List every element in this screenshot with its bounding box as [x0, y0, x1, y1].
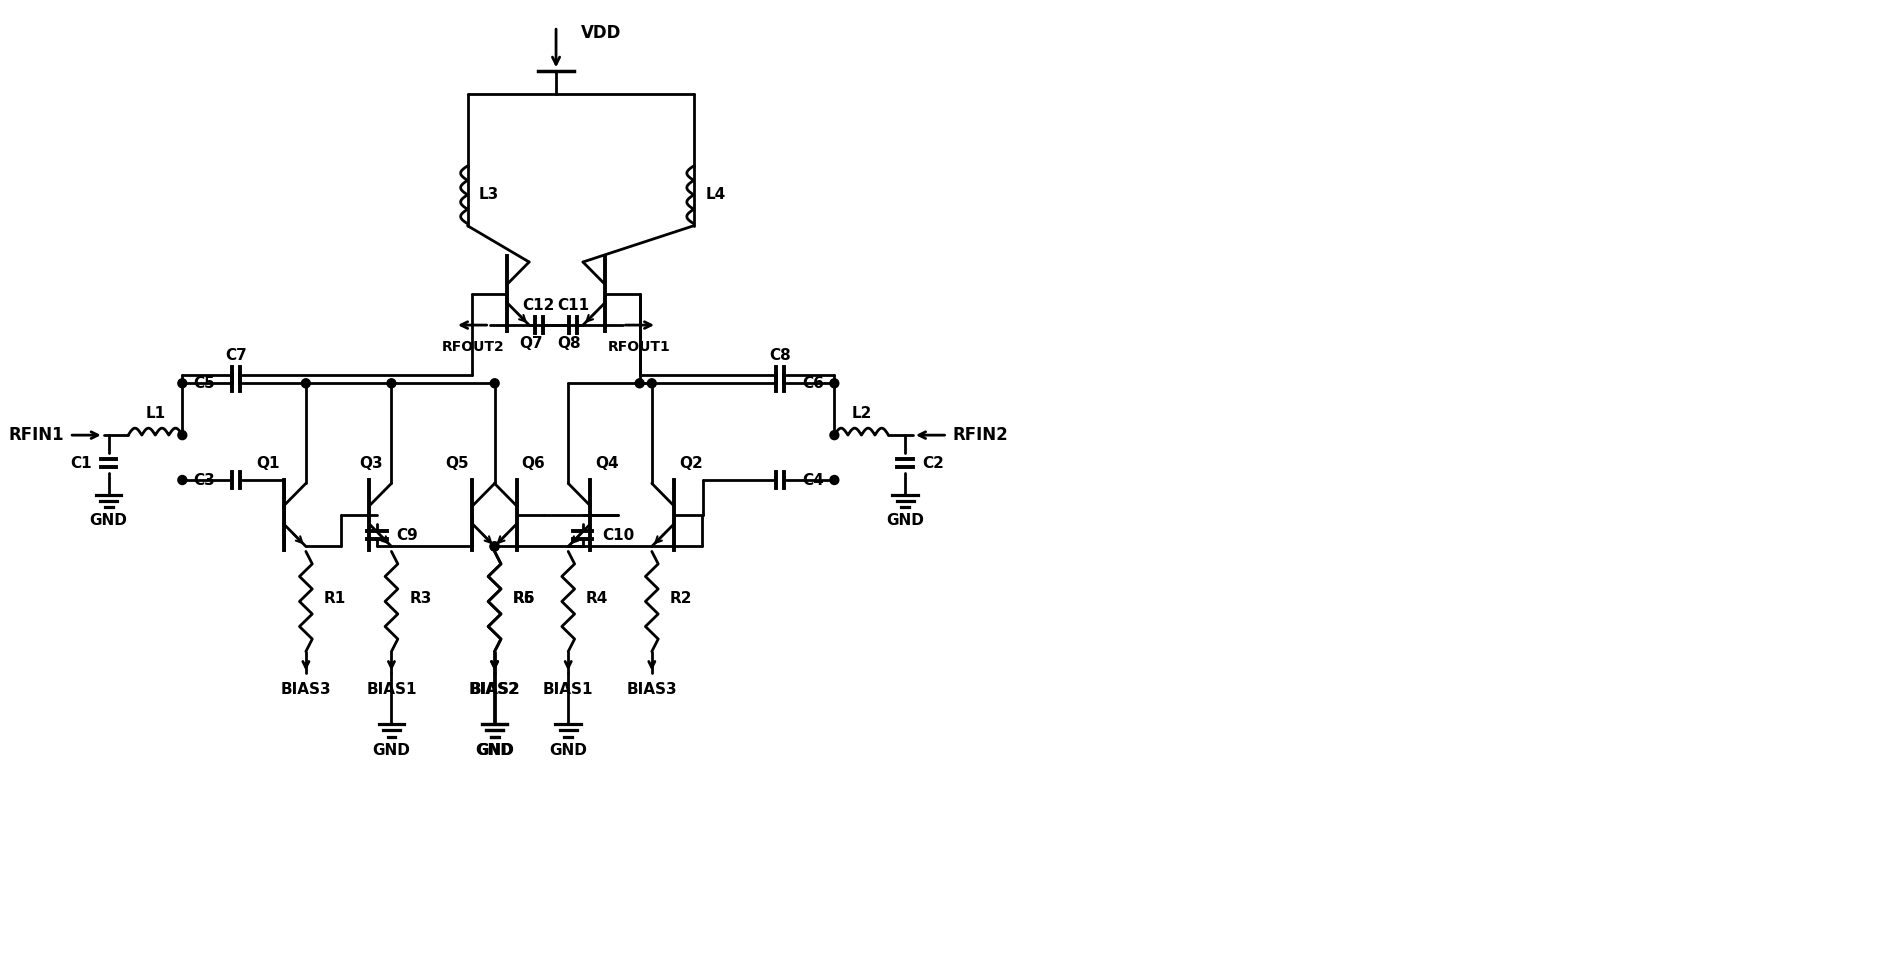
Circle shape [647, 379, 657, 388]
Text: C7: C7 [225, 347, 248, 363]
Text: L2: L2 [851, 405, 872, 421]
Text: GND: GND [475, 743, 513, 758]
Text: R6: R6 [513, 592, 535, 606]
Text: L3: L3 [479, 187, 499, 203]
Text: Q5: Q5 [445, 455, 469, 471]
Circle shape [831, 476, 838, 484]
Text: GND: GND [475, 743, 513, 758]
Circle shape [831, 430, 838, 440]
Circle shape [490, 542, 499, 551]
Circle shape [490, 379, 499, 388]
Text: Q8: Q8 [558, 336, 581, 350]
Text: GND: GND [549, 743, 587, 758]
Circle shape [490, 542, 499, 551]
Text: C11: C11 [558, 297, 590, 313]
Text: RFIN2: RFIN2 [952, 427, 1008, 444]
Text: C3: C3 [193, 473, 216, 487]
Text: R4: R4 [587, 592, 609, 606]
Text: C2: C2 [921, 455, 944, 471]
Text: R5: R5 [513, 592, 535, 606]
Text: RFIN1: RFIN1 [9, 427, 64, 444]
Text: VDD: VDD [581, 24, 621, 42]
Text: C1: C1 [70, 455, 93, 471]
Text: Q1: Q1 [255, 455, 280, 471]
Text: L1: L1 [146, 405, 165, 421]
Text: GND: GND [885, 513, 923, 529]
Text: RFOUT1: RFOUT1 [607, 340, 670, 354]
Circle shape [831, 379, 838, 388]
Text: BIAS1: BIAS1 [543, 682, 594, 697]
Circle shape [301, 379, 310, 388]
Text: C10: C10 [602, 528, 634, 542]
Text: Q7: Q7 [518, 336, 543, 350]
Text: C6: C6 [802, 375, 823, 391]
Text: BIAS3: BIAS3 [626, 682, 677, 697]
Text: BIAS2: BIAS2 [469, 682, 520, 697]
Text: Q6: Q6 [522, 455, 545, 471]
Text: C4: C4 [802, 473, 823, 487]
Text: GND: GND [373, 743, 411, 758]
Circle shape [178, 379, 187, 388]
Text: C8: C8 [770, 347, 791, 363]
Text: Q4: Q4 [596, 455, 619, 471]
Circle shape [388, 379, 395, 388]
Circle shape [178, 430, 187, 440]
Text: BIAS3: BIAS3 [280, 682, 331, 697]
Circle shape [178, 476, 187, 484]
Text: L4: L4 [706, 187, 725, 203]
Text: R1: R1 [324, 592, 346, 606]
Text: Q3: Q3 [359, 455, 382, 471]
Text: C9: C9 [397, 528, 418, 542]
Text: GND: GND [89, 513, 127, 529]
Text: BIAS2: BIAS2 [469, 682, 520, 697]
Text: Q2: Q2 [679, 455, 702, 471]
Text: BIAS1: BIAS1 [367, 682, 416, 697]
Text: R3: R3 [409, 592, 431, 606]
Text: C12: C12 [522, 297, 554, 313]
Circle shape [636, 379, 643, 388]
Text: RFOUT2: RFOUT2 [441, 340, 503, 354]
Text: C5: C5 [193, 375, 216, 391]
Text: R2: R2 [670, 592, 692, 606]
